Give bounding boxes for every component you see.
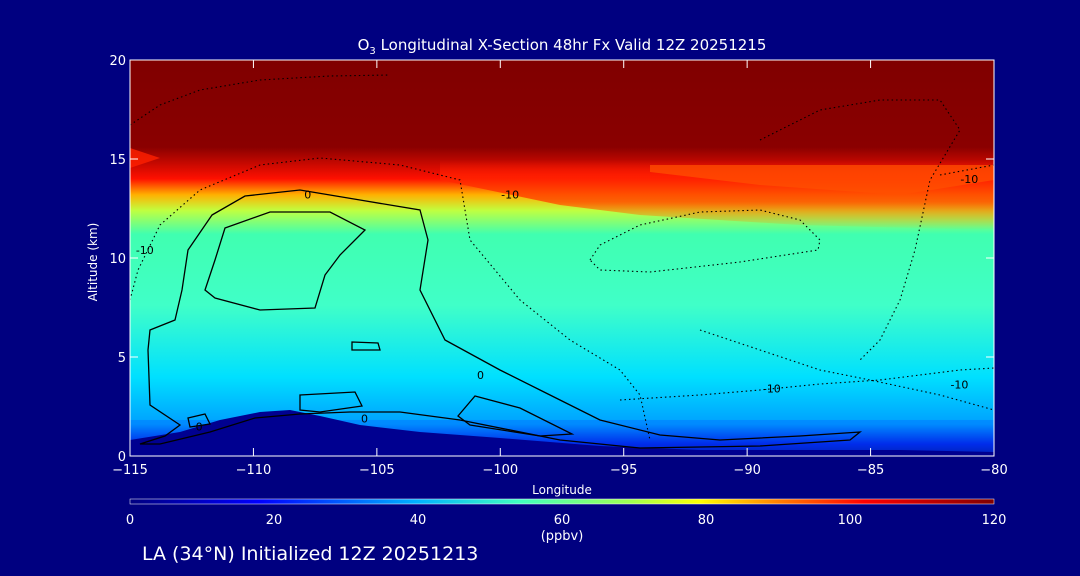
x-tick-label: −115 <box>112 463 148 478</box>
x-tick-label: −85 <box>857 463 884 478</box>
contour-label: -10 <box>960 173 978 186</box>
x-tick-label: −100 <box>482 463 518 478</box>
y-tick-label: 0 <box>118 450 126 465</box>
x-axis-label: Longitude <box>532 483 592 497</box>
y-axis-label: Altitude (km) <box>86 223 100 302</box>
x-tick-label: −110 <box>236 463 272 478</box>
x-tick-label: −80 <box>980 463 1007 478</box>
colorbar-tick-label: 120 <box>982 513 1007 528</box>
x-tick-label: −90 <box>733 463 760 478</box>
contour-label: 0 <box>196 420 203 433</box>
colorbar-tick-label: 20 <box>266 513 283 528</box>
chart-title: O3 Longitudinal X-Section 48hr Fx Valid … <box>358 36 767 57</box>
footer-caption: LA (34°N) Initialized 12Z 20251213 <box>142 543 478 565</box>
colorbar-tick-label: 40 <box>410 513 427 528</box>
colorbar-unit-label: (ppbv) <box>541 529 584 544</box>
contour-label: -10 <box>501 189 519 202</box>
contour-label: 0 <box>304 189 311 202</box>
colorbar-tick-label: 80 <box>698 513 715 528</box>
terrain-mask <box>130 410 994 456</box>
contour-label: -10 <box>136 244 154 257</box>
colorbar-tick-label: 60 <box>554 513 571 528</box>
y-tick-label: 20 <box>109 54 126 69</box>
contour-label: 0 <box>361 412 368 425</box>
y-tick-label: 5 <box>118 351 126 366</box>
x-axis: −115 −110 −105 −100 −95 −90 −85 −80 <box>112 60 1008 478</box>
contour-label: -10 <box>950 379 968 392</box>
colorbar-ticks: 0 20 40 60 80 100 120 <box>126 513 1007 528</box>
y-axis: 0 5 10 15 20 <box>109 54 994 465</box>
colorbar-tick-label: 100 <box>838 513 863 528</box>
y-tick-label: 10 <box>109 252 126 267</box>
x-tick-label: −105 <box>359 463 395 478</box>
ozone-field <box>130 60 994 456</box>
y-tick-label: 15 <box>109 153 126 168</box>
colorbar <box>129 498 995 505</box>
colorbar-tick-label: 0 <box>126 513 134 528</box>
contour-label: -10 <box>763 383 781 396</box>
x-tick-label: −95 <box>610 463 637 478</box>
contour-label: 0 <box>477 369 484 382</box>
contour-labels: 0 -10 -10 -10 -10 -10 0 0 0 <box>136 173 978 434</box>
